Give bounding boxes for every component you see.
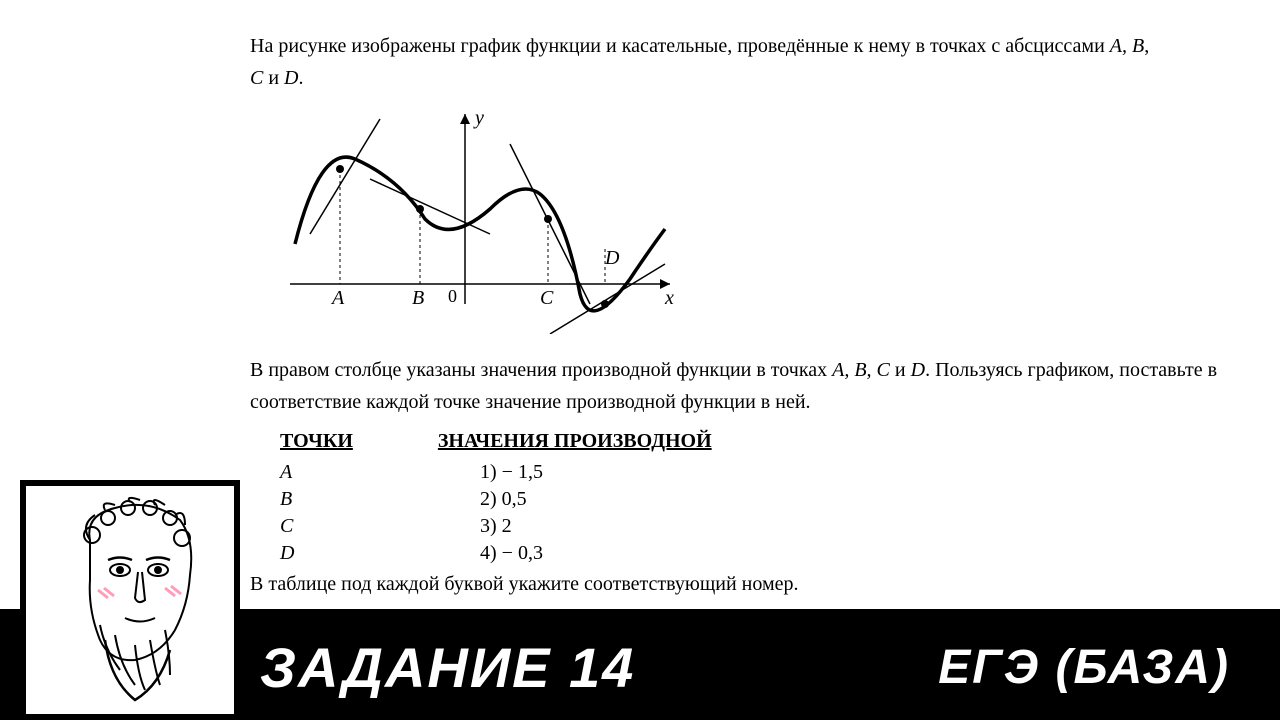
table-row: B 2) 0,5 bbox=[280, 488, 1240, 511]
middle-and: и bbox=[890, 359, 911, 381]
intro-comma: , bbox=[1144, 35, 1149, 57]
header-points: ТОЧКИ bbox=[280, 430, 353, 453]
svg-text:D: D bbox=[604, 247, 620, 269]
middle-text: В правом столбце указаны значения произв… bbox=[250, 359, 832, 381]
point-a: A bbox=[280, 461, 480, 484]
table-row: A 1) − 1,5 bbox=[280, 461, 1240, 484]
value-2: 2) 0,5 bbox=[480, 488, 527, 511]
final-instruction: В таблице под каждой буквой укажите соот… bbox=[250, 573, 1240, 596]
svg-text:y: y bbox=[473, 107, 484, 129]
intro-d: D bbox=[284, 67, 298, 89]
matching-table: ТОЧКИ ЗНАЧЕНИЯ ПРОИЗВОДНОЙ A 1) − 1,5 B … bbox=[280, 430, 1240, 565]
point-d: D bbox=[280, 542, 480, 565]
intro-period: . bbox=[299, 67, 304, 89]
middle-vars: A, B, C bbox=[832, 359, 890, 381]
point-c: C bbox=[280, 515, 480, 538]
footer-subtitle: ЕГЭ (БАЗА) bbox=[938, 640, 1230, 695]
intro-vars: A, B bbox=[1110, 35, 1144, 57]
value-3: 3) 2 bbox=[480, 515, 512, 538]
intro-text: На рисунке изображены график функции и к… bbox=[250, 35, 1110, 57]
table-row: C 3) 2 bbox=[280, 515, 1240, 538]
value-4: 4) − 0,3 bbox=[480, 542, 543, 565]
problem-middle: В правом столбце указаны значения произв… bbox=[250, 354, 1240, 418]
intro-c: C bbox=[250, 67, 263, 89]
portrait-box bbox=[20, 480, 240, 720]
svg-text:B: B bbox=[412, 287, 424, 309]
svg-text:x: x bbox=[664, 287, 674, 309]
svg-text:A: A bbox=[330, 287, 345, 309]
footer-title: ЗАДАНИЕ 14 bbox=[260, 635, 635, 700]
problem-intro: На рисунке изображены график функции и к… bbox=[250, 30, 1240, 94]
table-row: D 4) − 0,3 bbox=[280, 542, 1240, 565]
svg-text:C: C bbox=[540, 287, 554, 309]
intro-and: и bbox=[263, 67, 284, 89]
graph-figure: y x 0 bbox=[270, 104, 1240, 339]
header-values: ЗНАЧЕНИЯ ПРОИЗВОДНОЙ bbox=[438, 430, 712, 453]
middle-d: D bbox=[911, 359, 925, 381]
point-b: B bbox=[280, 488, 480, 511]
value-1: 1) − 1,5 bbox=[480, 461, 543, 484]
svg-text:0: 0 bbox=[448, 286, 457, 306]
